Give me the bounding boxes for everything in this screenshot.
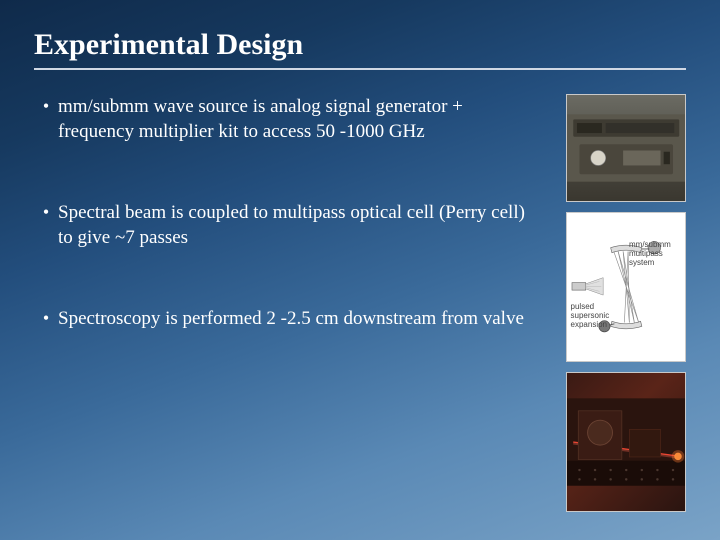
bullet-icon: •: [34, 94, 58, 119]
bullet-item: • Spectroscopy is performed 2 -2.5 cm do…: [34, 306, 542, 331]
bullet-icon: •: [34, 200, 58, 225]
bullet-text: Spectroscopy is performed 2 -2.5 cm down…: [58, 306, 542, 331]
image-column: mm/submm multipass system pulsed superso…: [566, 94, 686, 514]
text-column: • mm/submm wave source is analog signal …: [34, 94, 550, 514]
bullet-item: • mm/submm wave source is analog signal …: [34, 94, 542, 144]
equipment-photo-bottom: [566, 372, 686, 512]
title-underline: [34, 68, 686, 70]
bullet-text: Spectral beam is coupled to multipass op…: [58, 200, 542, 250]
slide-title: Experimental Design: [34, 28, 686, 62]
content-row: • mm/submm wave source is analog signal …: [34, 94, 686, 514]
diagram-label-left: pulsed supersonic expansion: [571, 303, 621, 329]
multipass-diagram: mm/submm multipass system pulsed superso…: [566, 212, 686, 362]
equipment-photo-top: [566, 94, 686, 202]
bullet-text: mm/submm wave source is analog signal ge…: [58, 94, 542, 144]
diagram-label-right: mm/submm multipass system: [629, 241, 681, 267]
bullet-item: • Spectral beam is coupled to multipass …: [34, 200, 542, 250]
slide: Experimental Design • mm/submm wave sour…: [0, 0, 720, 540]
bullet-icon: •: [34, 306, 58, 331]
